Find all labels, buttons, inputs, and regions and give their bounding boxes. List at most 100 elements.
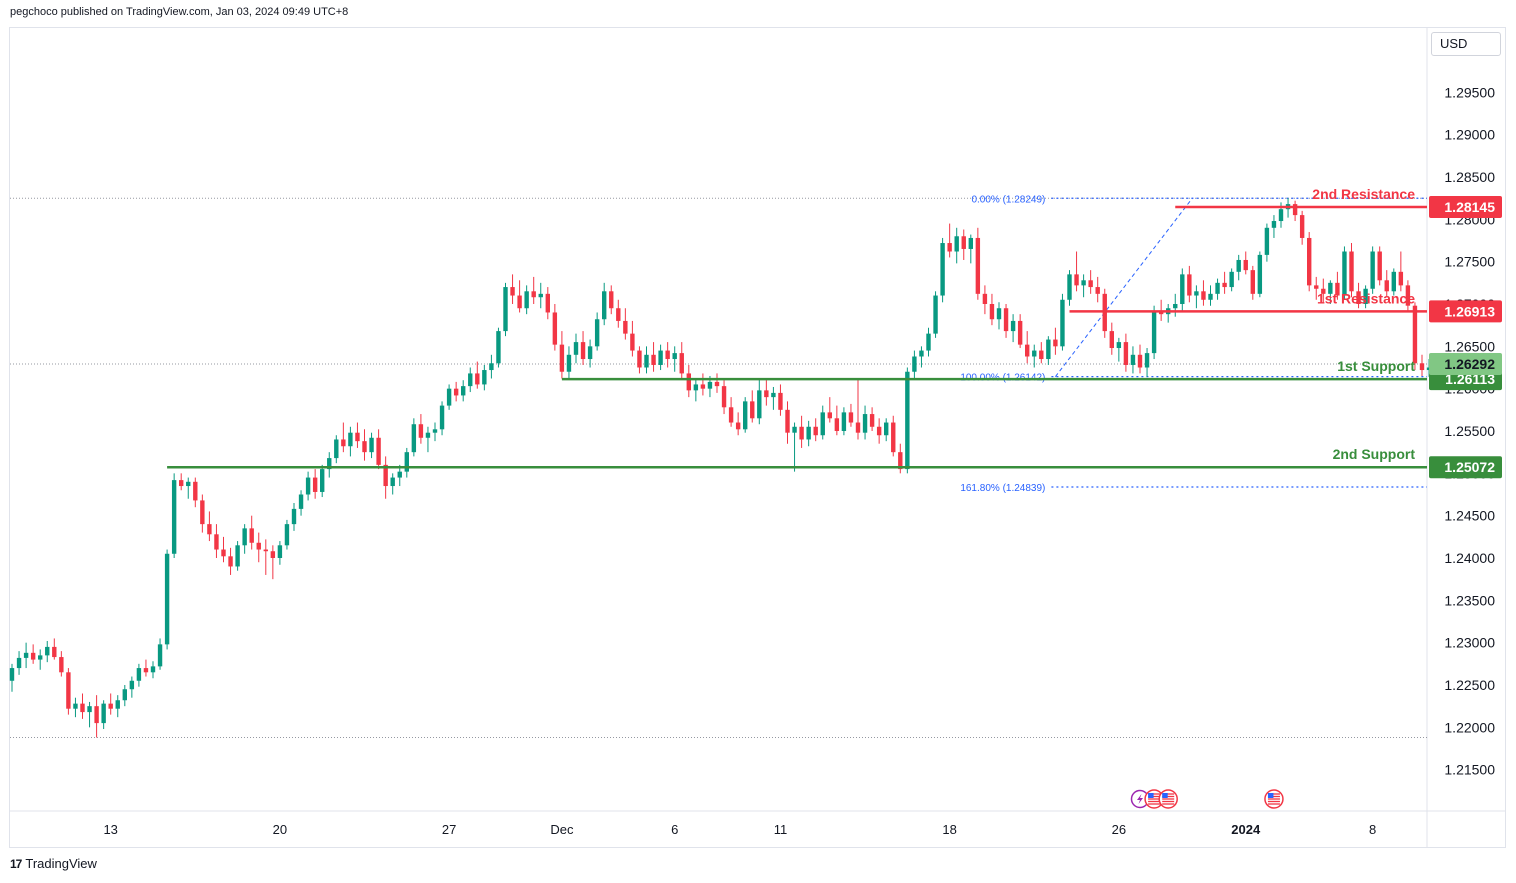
candle-body — [637, 350, 642, 368]
candle-body — [1278, 209, 1284, 222]
candle-body — [1222, 282, 1227, 288]
price-tag-label: 1.28145 — [1444, 199, 1495, 215]
candle-body — [1236, 259, 1241, 272]
candle-body — [989, 304, 995, 320]
candle-body — [968, 237, 973, 249]
candle-body — [214, 534, 219, 550]
candle-body — [461, 386, 466, 396]
level-name: 2nd Support — [1333, 446, 1416, 462]
candle-body — [580, 342, 586, 360]
candle-body — [446, 388, 452, 406]
candle-body — [376, 437, 381, 465]
candle-body — [1046, 339, 1051, 360]
y-tick-label: 1.23000 — [1444, 635, 1495, 651]
x-tick-label: 18 — [942, 822, 956, 837]
candle-body — [1264, 227, 1270, 255]
candle-body — [1130, 354, 1136, 365]
candle-body — [764, 390, 769, 398]
price-tag — [1429, 300, 1502, 323]
candle-body — [1067, 274, 1072, 300]
candle-body — [820, 412, 825, 436]
candle-body — [834, 418, 840, 431]
candle-body — [785, 409, 790, 433]
tradingview-logo[interactable]: 17 TradingView — [10, 856, 97, 871]
candle-body — [108, 703, 113, 709]
candle-body — [30, 652, 36, 660]
level-name: 2nd Resistance — [1312, 186, 1415, 202]
candle-body — [799, 426, 804, 440]
candle-body — [453, 388, 459, 396]
candle-body — [1356, 291, 1361, 304]
price-tag — [1429, 196, 1502, 219]
x-tick-label: 27 — [442, 822, 456, 837]
candle-body — [954, 236, 959, 252]
currency-selector[interactable]: USD — [1431, 32, 1501, 56]
candle-body — [1095, 287, 1100, 294]
candle-body — [876, 426, 882, 436]
candle-body — [982, 293, 988, 304]
candle-body — [1292, 204, 1298, 216]
candle-body — [397, 471, 402, 478]
y-tick-label: 1.29000 — [1444, 127, 1495, 143]
candle-body — [919, 350, 924, 357]
candle-body — [432, 429, 438, 433]
lightning-icon-glyph — [1137, 794, 1143, 804]
candle-body — [1151, 310, 1157, 354]
candle-body — [1299, 215, 1305, 238]
y-tick-label: 1.29500 — [1444, 84, 1495, 100]
candle-body — [644, 354, 649, 368]
candle-body — [1017, 320, 1023, 345]
y-tick-label: 1.26500 — [1444, 338, 1495, 354]
candle-body — [531, 291, 536, 298]
candle-body — [587, 346, 593, 360]
candle-body — [277, 545, 283, 558]
candle-body — [1180, 274, 1185, 304]
candle-body — [1003, 308, 1009, 332]
y-tick-label: 1.28500 — [1444, 169, 1495, 185]
candle-body — [1307, 237, 1312, 286]
candle-body — [52, 646, 57, 658]
candle-body — [728, 407, 734, 423]
candle-body — [1060, 299, 1065, 347]
candle-body — [425, 432, 431, 438]
current-price-tag — [1429, 352, 1502, 375]
candle-body — [926, 333, 931, 351]
candle-body — [263, 549, 268, 552]
candle-body — [9, 668, 15, 681]
candle-body — [327, 458, 332, 470]
price-tag-label: 1.26113 — [1445, 371, 1495, 387]
candle-body — [348, 432, 353, 447]
candle-body — [545, 293, 550, 313]
chart-frame — [9, 27, 1506, 848]
candle-body — [975, 237, 981, 294]
candle-body — [66, 672, 71, 709]
candle-body — [1109, 331, 1114, 349]
candle-body — [623, 320, 628, 334]
candle-body — [101, 703, 106, 724]
candle-body — [411, 424, 417, 453]
candle-body — [418, 424, 424, 438]
candle-body — [686, 373, 691, 391]
candle-body — [1398, 271, 1404, 286]
x-tick-label: 26 — [1112, 822, 1126, 837]
candle-body — [334, 439, 339, 459]
candle-body — [38, 655, 43, 660]
candle-body — [1370, 251, 1375, 289]
candle-body — [1419, 363, 1425, 371]
candle-body — [489, 363, 494, 371]
candle-body — [23, 652, 29, 658]
candle-body — [827, 412, 832, 419]
level-name: 1st Resistance — [1317, 290, 1415, 306]
candle-body — [298, 494, 304, 509]
fib-trend-line — [1055, 197, 1193, 377]
candle-body — [714, 381, 720, 387]
candle-body — [341, 439, 346, 447]
candle-body — [475, 373, 480, 385]
x-tick-label: 13 — [103, 822, 117, 837]
candle-body — [1314, 285, 1319, 289]
tradingview-logo-icon: 17 — [10, 856, 22, 871]
candle-body — [482, 370, 487, 385]
candle-body — [136, 668, 142, 681]
x-tick-label: 8 — [1369, 822, 1376, 837]
